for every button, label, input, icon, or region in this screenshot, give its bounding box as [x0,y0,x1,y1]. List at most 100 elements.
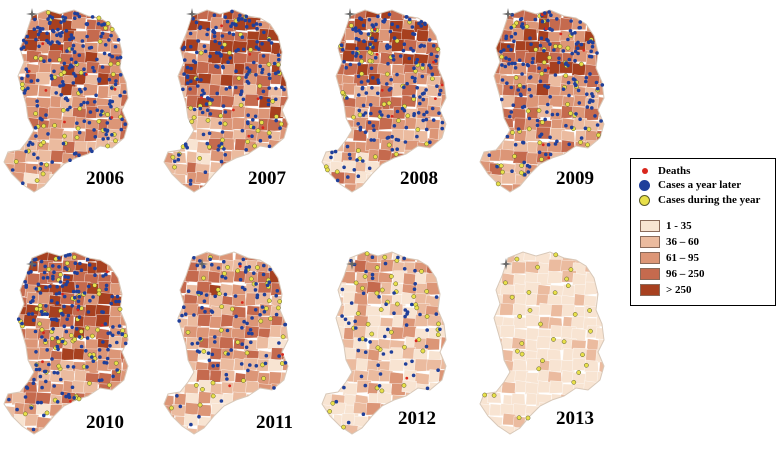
case-dot [244,265,248,270]
case-dot [557,60,561,65]
district-cell [254,150,270,164]
case-dot [58,84,62,88]
case-dot [100,323,104,327]
case-dot [357,93,361,97]
district-cell [462,349,470,361]
district-cell [463,120,470,132]
district-cell [164,369,177,382]
district-cell [164,183,175,192]
district-cell [294,438,308,450]
district-cell [122,446,136,450]
case-dot [511,103,516,107]
case-dot [520,72,524,76]
district-cell [11,118,27,131]
district-cell [480,63,492,76]
district-cell [404,392,421,406]
district-cell [450,130,465,143]
case-dot [220,137,225,143]
case-dot [214,64,219,69]
district-cell [96,435,110,447]
case-dot [194,20,199,25]
case-dot [588,72,592,76]
district-cell [427,195,442,207]
case-dot [97,39,103,44]
case-dot [103,25,108,31]
case-dot [563,73,569,79]
district-cell [389,358,406,372]
district-cell [611,160,627,172]
case-dot [223,110,228,114]
district-cell [584,260,600,273]
year-label-2012: 2012 [398,408,436,429]
case-dot [434,312,439,316]
district-cell [133,383,148,396]
case-dot [504,56,508,60]
district-cell [306,10,312,23]
case-dot [266,298,272,304]
district-cell [511,447,526,450]
district-cell [48,194,62,207]
case-dot [255,26,259,31]
district-cell [623,51,628,64]
district-cell [231,413,247,427]
compass-rose-icon [500,258,512,270]
district-cell [620,439,628,450]
map-panel-2011 [162,250,312,450]
district-cell [164,337,174,351]
district-cell [164,10,176,21]
district-cell [96,206,110,208]
district-cell [305,127,312,139]
district-cell [307,438,312,450]
case-dot [356,122,360,126]
case-dot [116,331,121,335]
case-dot [275,289,280,293]
case-dot [81,44,85,48]
case-dot [540,13,544,16]
case-dot [62,294,67,299]
district-cell [73,205,87,208]
case-dot [59,20,63,25]
district-cell [344,207,360,208]
district-cell [234,424,250,434]
district-cell [145,140,152,152]
case-dot [241,257,246,262]
case-dot [245,72,249,77]
case-dot [59,377,63,382]
case-dot [414,60,418,65]
case-dot [514,256,520,262]
district-cell [439,197,453,208]
legend-item-cases-year: Cases during the year [637,194,760,206]
district-cell [487,118,504,131]
case-dot [188,178,193,183]
case-dot [252,271,256,275]
district-cell [145,403,152,415]
case-dot [254,73,258,77]
district-cell [619,41,628,53]
district-cell [164,348,180,362]
case-dot [573,82,577,86]
case-dot [75,284,80,289]
compass-rose-icon [196,258,208,270]
case-dot [392,124,397,128]
district-cell [50,448,64,450]
district-cell [4,128,16,142]
district-cell [510,261,526,274]
map-panel-2008 [320,8,470,208]
case-dot [188,31,193,36]
case-dot [517,58,522,62]
case-dot [197,290,201,295]
district-cell [133,52,149,64]
district-cell [280,371,288,385]
district-cell [452,326,466,338]
case-dot [57,291,62,295]
case-dot [267,86,271,90]
district-cell [480,271,494,285]
case-dot [371,45,375,50]
case-dot [23,395,28,399]
case-dot [100,31,105,36]
district-cell [413,149,430,163]
case-dot [37,321,42,327]
district-cell [223,205,238,208]
map-panel-2010 [2,250,152,450]
case-dot [415,86,419,90]
